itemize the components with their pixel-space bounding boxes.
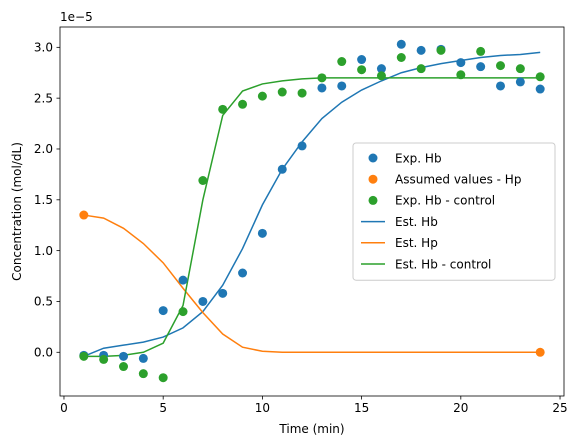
x-tick-label: 5 <box>159 401 167 415</box>
scatter-point-s3-12 <box>297 88 307 98</box>
x-axis-label: Time (min) <box>278 422 344 436</box>
scatter-point-s3-2 <box>99 354 109 364</box>
scatter-point-s3-11 <box>277 87 287 97</box>
scatter-point-s3-13 <box>317 73 327 83</box>
scatter-point-s3-10 <box>257 91 267 101</box>
scatter-point-s3-5 <box>158 373 168 383</box>
scatter-point-s3-17 <box>396 53 406 62</box>
scatter-point-s1-24 <box>535 84 545 94</box>
scatter-point-s3-9 <box>238 99 248 109</box>
y-tick-label: 1.0 <box>34 244 53 258</box>
legend-label: Est. Hb <box>395 215 438 229</box>
scatter-point-s1-11 <box>277 164 287 174</box>
scatter-point-s2-1 <box>79 210 89 220</box>
scatter-point-s3-16 <box>376 71 386 81</box>
scatter-point-s3-18 <box>416 64 426 74</box>
scatter-point-s1-23 <box>515 77 525 87</box>
scatter-point-s2-2 <box>535 347 545 357</box>
scatter-point-s1-7 <box>198 296 208 306</box>
scatter-point-s3-4 <box>138 369 148 379</box>
x-tick-label: 15 <box>354 401 369 415</box>
scatter-point-s3-7 <box>198 176 208 185</box>
scatter-point-s1-14 <box>337 81 347 91</box>
line-series-2 <box>83 214 541 354</box>
legend-label: Est. Hp <box>395 236 438 250</box>
scatter-point-s1-5 <box>158 306 168 316</box>
y-tick-label: 2.0 <box>34 142 53 156</box>
scatter-point-s3-6 <box>178 307 188 317</box>
plot-content <box>79 39 545 383</box>
y-tick-label: 1.5 <box>34 193 53 207</box>
scatter-point-s1-20 <box>456 58 466 68</box>
plot-frame <box>59 26 565 397</box>
scatter-point-s3-21 <box>476 46 486 56</box>
legend-label: Exp. Hb <box>395 151 442 165</box>
legend-label: Assumed values - Hp <box>395 173 521 187</box>
legend-label: Exp. Hb - control <box>395 194 495 208</box>
scatter-point-s3-1 <box>79 351 89 361</box>
scatter-point-s1-12 <box>297 141 307 151</box>
y-axis: 0.0 0.5 1.0 1.5 2.0 2.5 3.0 <box>34 41 60 359</box>
scatter-point-s3-22 <box>496 61 505 71</box>
y-tick-label: 0.5 <box>34 295 53 309</box>
legend-marker <box>368 153 378 163</box>
scatter-point-s1-16 <box>376 64 386 74</box>
scatter-point-s3-14 <box>337 57 347 67</box>
scatter-point-s1-3 <box>119 351 128 361</box>
scatter-point-s3-23 <box>515 64 525 74</box>
scatter-point-s3-24 <box>535 72 545 82</box>
scatter-point-s1-9 <box>238 268 248 278</box>
scatter-point-s3-19 <box>436 45 446 55</box>
x-tick-label: 10 <box>255 401 270 415</box>
scatter-point-s1-17 <box>396 39 406 49</box>
y-tick-label: 3.0 <box>34 41 53 55</box>
scatter-point-s1-4 <box>138 353 148 363</box>
scatter-point-s1-8 <box>218 288 228 298</box>
scatter-point-s1-18 <box>416 45 426 55</box>
x-tick-label: 25 <box>552 401 567 415</box>
scatter-point-s1-6 <box>178 275 188 285</box>
y-tick-label: 2.5 <box>34 91 53 105</box>
scatter-point-s1-15 <box>357 55 367 65</box>
scatter-point-s1-21 <box>476 62 486 72</box>
scatter-point-s1-10 <box>257 228 267 238</box>
legend-marker <box>368 195 378 205</box>
scatter-point-s3-8 <box>218 104 228 114</box>
legend-marker <box>368 174 378 184</box>
scatter-point-s1-13 <box>317 83 327 93</box>
legend-frame <box>352 142 556 281</box>
y-offset-text: 1e−5 <box>60 10 93 24</box>
legend: Exp. Hb Assumed values - Hp Exp. Hb - cont… <box>352 142 556 281</box>
scatter-point-s3-20 <box>456 70 466 80</box>
legend-label: Est. Hb - control <box>395 257 491 271</box>
x-axis: 0 5 10 15 20 25 <box>60 396 568 415</box>
scatter-point-s3-3 <box>119 362 128 372</box>
y-tick-label: 0.0 <box>34 345 53 359</box>
x-tick-label: 0 <box>60 401 68 415</box>
x-tick-label: 20 <box>453 401 468 415</box>
y-axis-label: Concentration (mol/dL) <box>10 142 24 281</box>
scatter-point-s3-15 <box>357 65 367 75</box>
scatter-point-s1-22 <box>496 81 505 91</box>
